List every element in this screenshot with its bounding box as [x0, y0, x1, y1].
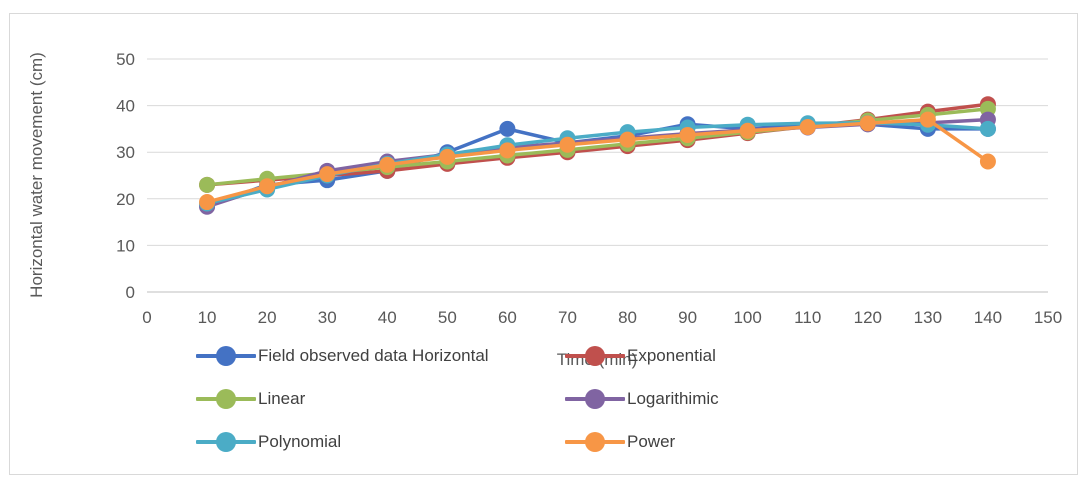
legend-marker: [565, 389, 625, 409]
series-line-6: [206, 117, 989, 204]
legend-label: Linear: [258, 389, 306, 408]
legend-dot: [216, 389, 236, 409]
y-tick-label: 50: [116, 50, 135, 69]
data-point: [319, 166, 336, 183]
x-tick-label: 10: [198, 308, 217, 327]
x-tick-label: 50: [438, 308, 457, 327]
data-point: [979, 120, 996, 137]
legend-dot: [585, 389, 605, 409]
data-point: [559, 136, 576, 153]
y-tick-label: 10: [116, 236, 135, 255]
data-point: [619, 131, 636, 148]
x-tick-label: 110: [794, 308, 821, 327]
y-tick-label: 40: [116, 97, 135, 116]
chart-plot: 0 10 20 30 40 50 0 10 20 30 40 50 60 70 80 90 100 110 120 1…: [27, 50, 1062, 369]
data-point: [499, 142, 516, 159]
legend-dot: [216, 346, 236, 366]
x-tick-label: 90: [678, 308, 697, 327]
x-tick-label: 130: [914, 308, 942, 327]
data-point: [979, 153, 996, 170]
legend-label: Polynomial: [258, 432, 342, 451]
x-tick-label: 30: [318, 308, 337, 327]
chart-area: 0 10 20 30 40 50 0 10 20 30 40 50 60 70 80 90 100 110 120 1…: [9, 13, 1078, 475]
y-tick-label: 30: [116, 143, 135, 162]
data-point: [919, 111, 936, 128]
data-point: [199, 194, 216, 211]
x-tick-label: 20: [258, 308, 277, 327]
legend-marker: [196, 346, 256, 366]
legend-item: Logarithimic: [565, 389, 719, 409]
legend-dot: [216, 432, 236, 452]
x-tick-label: 80: [618, 308, 637, 327]
x-tick-label: 120: [854, 308, 882, 327]
data-point: [859, 115, 876, 132]
x-tick-label: 60: [498, 308, 517, 327]
legend-label: Field observed data Horizontal: [258, 346, 489, 365]
legend-marker: [196, 432, 256, 452]
legend-dot: [585, 432, 605, 452]
data-point: [379, 156, 396, 173]
data-point: [199, 176, 216, 193]
legend-item: Field observed data Horizontal: [196, 346, 489, 366]
data-point: [259, 178, 276, 195]
x-tick-label: 140: [974, 308, 1002, 327]
data-point: [439, 148, 456, 165]
x-tick-label: 40: [378, 308, 397, 327]
x-tick-label: 0: [142, 308, 151, 327]
legend-marker: [565, 346, 625, 366]
y-tick-label: 0: [126, 283, 135, 302]
y-tick-label: 20: [116, 190, 135, 209]
legend-marker: [565, 432, 625, 452]
x-tick-label: 150: [1034, 308, 1062, 327]
legend-item: Polynomial: [196, 432, 341, 452]
legend-item: Exponential: [565, 346, 716, 366]
data-point: [799, 119, 816, 136]
series-line-4: [206, 117, 989, 209]
legend-dot: [585, 346, 605, 366]
legend-item: Linear: [196, 389, 305, 409]
series-line-5: [206, 121, 989, 206]
data-point: [499, 120, 516, 137]
legend-label: Power: [627, 432, 676, 451]
y-axis-title: Horizontal water movement (cm): [27, 52, 46, 298]
data-point: [679, 126, 696, 143]
legend-label: Logarithimic: [627, 389, 719, 408]
legend-label: Exponential: [627, 346, 716, 365]
legend-marker: [196, 389, 256, 409]
x-tick-label: 70: [558, 308, 577, 327]
legend-item: Power: [565, 432, 675, 452]
data-point: [739, 122, 756, 139]
x-tick-label: 100: [733, 308, 761, 327]
